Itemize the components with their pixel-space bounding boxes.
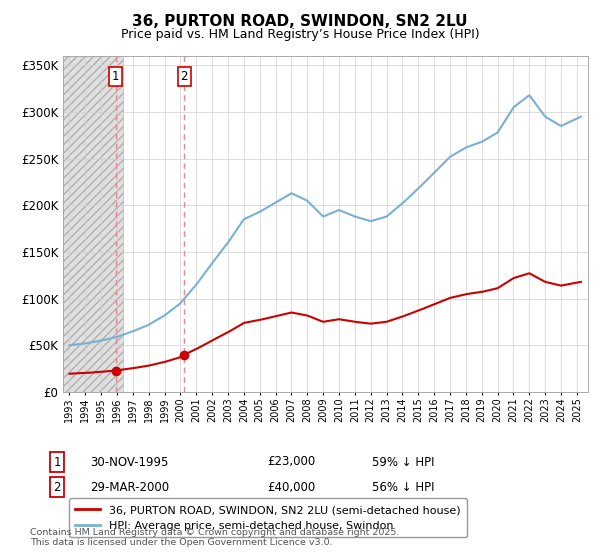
Bar bbox=[63, 56, 123, 392]
Text: 2: 2 bbox=[53, 480, 61, 494]
Text: 29-MAR-2000: 29-MAR-2000 bbox=[90, 480, 169, 494]
Text: Price paid vs. HM Land Registry’s House Price Index (HPI): Price paid vs. HM Land Registry’s House … bbox=[121, 28, 479, 41]
Text: 36, PURTON ROAD, SWINDON, SN2 2LU: 36, PURTON ROAD, SWINDON, SN2 2LU bbox=[132, 14, 468, 29]
Text: 1: 1 bbox=[53, 455, 61, 469]
Text: Contains HM Land Registry data © Crown copyright and database right 2025.
This d: Contains HM Land Registry data © Crown c… bbox=[30, 528, 400, 547]
Text: 56% ↓ HPI: 56% ↓ HPI bbox=[372, 480, 434, 494]
Legend: 36, PURTON ROAD, SWINDON, SN2 2LU (semi-detached house), HPI: Average price, sem: 36, PURTON ROAD, SWINDON, SN2 2LU (semi-… bbox=[68, 498, 467, 537]
Text: 59% ↓ HPI: 59% ↓ HPI bbox=[372, 455, 434, 469]
Text: 2: 2 bbox=[181, 70, 188, 83]
Text: £40,000: £40,000 bbox=[267, 480, 315, 494]
Text: £23,000: £23,000 bbox=[267, 455, 315, 469]
Text: 30-NOV-1995: 30-NOV-1995 bbox=[90, 455, 169, 469]
Text: 1: 1 bbox=[112, 70, 119, 83]
